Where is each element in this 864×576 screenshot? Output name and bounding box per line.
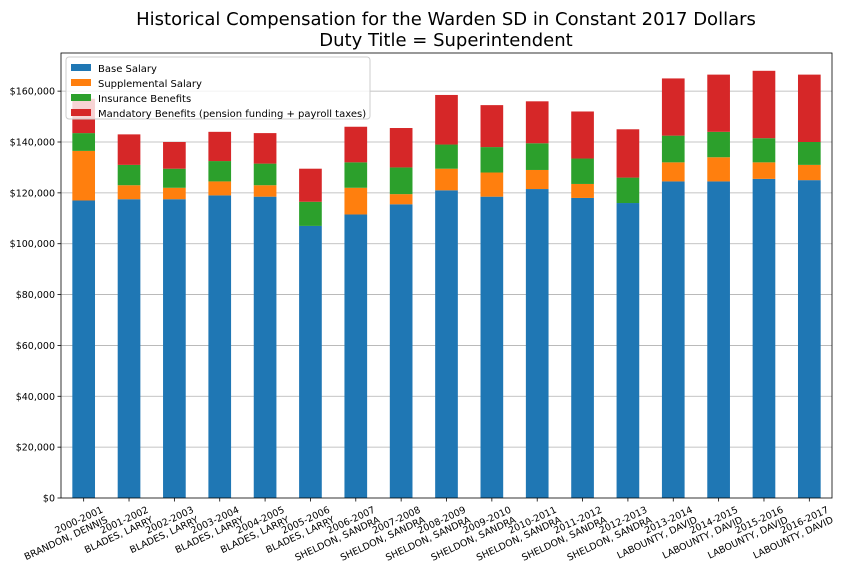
bar-segment [797, 74, 821, 142]
bar-segment [299, 201, 322, 226]
bar-segment [344, 162, 368, 188]
bar-segment [616, 129, 640, 178]
x-axis-ticks: 2000-2001BRANDON, DENNIS2001-2002BLADES,… [18, 498, 835, 564]
bar-segment [163, 199, 186, 498]
y-axis-ticks: $0 $20,000 $40,000 $60,000 $80,000 $100,000 $1… [10, 87, 61, 505]
bar-segment [525, 189, 549, 499]
bar-segment [571, 158, 594, 184]
bar-segment [752, 138, 776, 163]
bar-segment [72, 150, 96, 201]
bar-segment [208, 195, 232, 498]
bar-segment [525, 169, 549, 190]
bar-segment [253, 133, 277, 164]
bar-segment [435, 144, 458, 169]
bar-segment [208, 131, 232, 162]
bar-segment [752, 162, 776, 179]
bar-segment [480, 196, 504, 498]
bar-segment [525, 143, 549, 170]
bar-segment [707, 157, 730, 182]
bar-segment [253, 185, 277, 197]
legend-label: Base Salary [98, 64, 157, 75]
legend: Base Salary Supplemental Salary Insurance … [65, 56, 371, 120]
bar-segment [163, 168, 186, 188]
legend-label: Supplemental Salary [98, 79, 202, 90]
bar-segment [344, 214, 368, 498]
bar-segment [707, 181, 730, 498]
bars [72, 70, 821, 499]
y-tick-label: $20,000 [16, 443, 55, 454]
bar-segment [435, 94, 458, 145]
chart-title: Historical Compensation for the Warden S… [136, 9, 756, 30]
y-tick-label: $140,000 [10, 138, 55, 149]
bar-segment [163, 142, 186, 169]
bar-segment [707, 131, 730, 158]
y-tick-label: $120,000 [10, 188, 55, 199]
bar-segment [208, 181, 232, 196]
y-tick-label: $0 [43, 494, 55, 505]
bar-segment [72, 200, 96, 498]
y-tick-label: $60,000 [16, 341, 55, 352]
bar-segment [344, 187, 368, 215]
bar-segment [752, 178, 776, 498]
bar-segment [571, 111, 594, 159]
legend-box [65, 56, 371, 120]
chart-subtitle: Duty Title = Superintendent [319, 30, 572, 51]
bar-segment [435, 190, 458, 499]
bar-segment [117, 164, 141, 186]
bar-segment [797, 164, 821, 181]
bar-segment [661, 162, 685, 182]
bar-segment [299, 225, 322, 498]
bar-segment [480, 172, 504, 197]
x-tick-label: 2000-2001BRANDON, DENNIS [18, 505, 109, 563]
bar-segment [797, 180, 821, 498]
y-tick-label: $100,000 [10, 239, 55, 250]
bar-segment [480, 105, 504, 148]
bar-segment [344, 126, 368, 163]
legend-swatch [71, 64, 91, 71]
bar-segment [797, 142, 821, 165]
y-tick-label: $160,000 [10, 87, 55, 98]
bar-segment [117, 134, 141, 165]
bar-segment [299, 168, 322, 202]
y-tick-label: $40,000 [16, 392, 55, 403]
legend-label: Mandatory Benefits (pension funding + pa… [98, 109, 366, 120]
bar-segment [253, 163, 277, 186]
bar-segment [389, 194, 413, 205]
bar-segment [163, 187, 186, 200]
bar-segment [253, 196, 277, 498]
bar-segment [752, 70, 776, 139]
legend-swatch [71, 79, 91, 86]
bar-segment [389, 128, 413, 168]
bar-segment [72, 133, 96, 151]
bar-segment [525, 101, 549, 144]
bar-segment [571, 183, 594, 198]
bar-segment [117, 185, 141, 200]
bar-segment [435, 168, 458, 191]
bar-segment [661, 181, 685, 498]
legend-swatch [71, 94, 91, 101]
bar-segment [707, 74, 730, 132]
bar-segment [117, 199, 141, 498]
bar-segment [389, 167, 413, 195]
bar-segment [661, 78, 685, 136]
legend-swatch [71, 109, 91, 116]
y-tick-label: $80,000 [16, 290, 55, 301]
bar-segment [208, 161, 232, 182]
bar-segment [480, 147, 504, 173]
bar-segment [571, 197, 594, 498]
bar-segment [616, 203, 640, 498]
legend-label: Insurance Benefits [98, 94, 191, 105]
bar-segment [389, 204, 413, 499]
bar-segment [616, 177, 640, 204]
bar-segment [661, 135, 685, 163]
